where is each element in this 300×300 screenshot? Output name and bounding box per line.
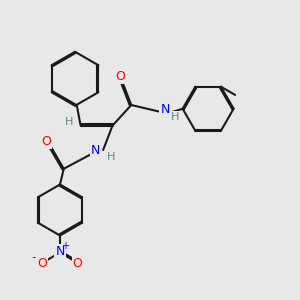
Text: O: O: [115, 70, 125, 83]
Text: -: -: [32, 251, 36, 265]
Text: H: H: [171, 112, 179, 122]
Text: O: O: [73, 257, 82, 270]
Text: N: N: [91, 143, 100, 157]
Text: O: O: [41, 135, 51, 148]
Text: N: N: [55, 245, 65, 258]
Text: H: H: [65, 117, 74, 127]
Text: +: +: [61, 242, 69, 251]
Text: H: H: [106, 152, 115, 162]
Text: N: N: [160, 103, 170, 116]
Text: O: O: [38, 257, 47, 270]
